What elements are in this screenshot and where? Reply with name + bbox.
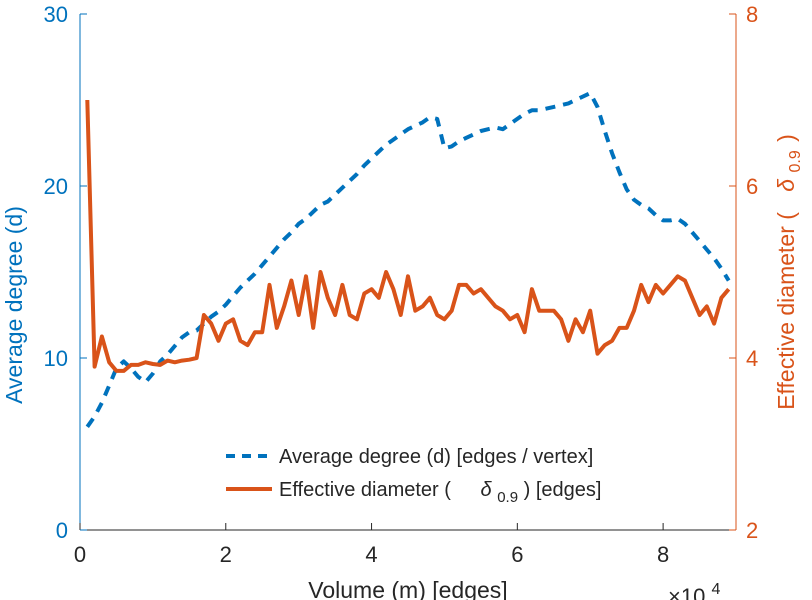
right-axis-title: Effective diameter ( δ 0.9 ): [773, 134, 805, 410]
right-tick-label: 4: [746, 346, 758, 371]
x-axis-title: Volume (m) [edges]: [308, 577, 507, 600]
x-tick-label: 4: [365, 542, 377, 567]
axes-layer: 0 2 4 6 8 0 10 20 30 2 4 6 8: [44, 2, 759, 567]
right-tick-label: 2: [746, 518, 758, 543]
left-tick-label: 30: [44, 2, 68, 27]
x-axis-multiplier-exponent: 4: [711, 581, 720, 598]
legend-label-effective-diameter: Effective diameter ( δ 0.9 ) [edges]: [279, 479, 601, 507]
right-axis-title-symbol: δ: [773, 179, 799, 192]
right-axis-title-text: Effective diameter (: [773, 212, 799, 410]
legend-label-effective-diameter-text: Effective diameter (: [279, 479, 451, 501]
left-axis-title: Average degree (d): [1, 206, 27, 404]
x-tick-label: 2: [220, 542, 232, 567]
x-tick-label: 8: [657, 542, 669, 567]
series-line-effective-diameter: [85, 99, 731, 373]
legend-label-effective-diameter-symbol: δ: [481, 479, 493, 501]
right-axis-title-subscript: 0.9: [787, 150, 804, 172]
x-axis-multiplier: ×10 4: [668, 581, 720, 600]
right-axis-title-close: ): [773, 134, 799, 142]
legend: Average degree (d) [edges / vertex] Effe…: [226, 446, 601, 507]
legend-label-effective-diameter-subscript: 0.9: [497, 489, 518, 506]
right-tick-label: 8: [746, 2, 758, 27]
left-tick-label: 20: [44, 174, 68, 199]
series-line-average-degree: [85, 91, 731, 428]
left-tick-label: 0: [56, 518, 68, 543]
right-tick-label: 6: [746, 174, 758, 199]
series-layer: [85, 91, 731, 428]
x-axis-multiplier-base: ×10: [668, 584, 705, 600]
left-tick-label: 10: [44, 346, 68, 371]
legend-label-effective-diameter-after: ) [edges]: [524, 479, 602, 501]
legend-label-average-degree: Average degree (d) [edges / vertex]: [279, 446, 593, 468]
x-tick-label: 6: [511, 542, 523, 567]
x-tick-label: 0: [74, 542, 86, 567]
